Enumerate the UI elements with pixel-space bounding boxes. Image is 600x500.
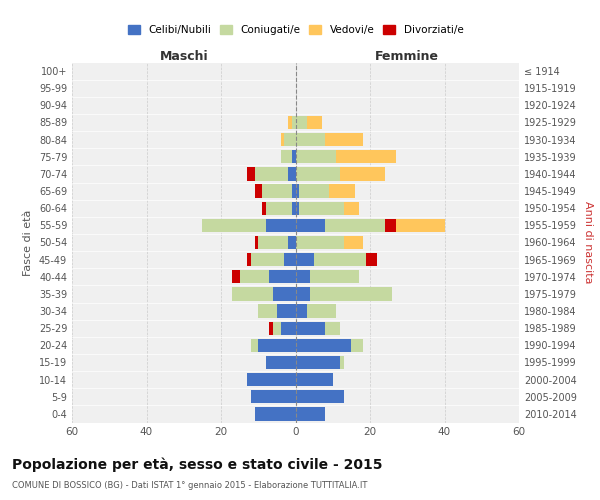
Bar bbox=[254, 236, 258, 249]
Bar bbox=[296, 338, 352, 352]
Bar bbox=[258, 338, 296, 352]
Bar bbox=[296, 133, 325, 146]
Bar bbox=[340, 167, 385, 180]
Bar bbox=[396, 218, 445, 232]
Text: COMUNE DI BOSSICO (BG) - Dati ISTAT 1° gennaio 2015 - Elaborazione TUTTITALIA.IT: COMUNE DI BOSSICO (BG) - Dati ISTAT 1° g… bbox=[12, 481, 367, 490]
Bar bbox=[344, 202, 359, 215]
Bar bbox=[296, 407, 325, 420]
Bar bbox=[202, 218, 266, 232]
Bar bbox=[314, 253, 366, 266]
Bar bbox=[269, 322, 273, 335]
Bar bbox=[269, 270, 296, 283]
Bar bbox=[251, 338, 258, 352]
Bar bbox=[292, 184, 296, 198]
Bar bbox=[307, 116, 322, 129]
Bar bbox=[296, 356, 340, 369]
Bar bbox=[299, 202, 344, 215]
Bar bbox=[307, 304, 337, 318]
Bar bbox=[325, 133, 362, 146]
Bar bbox=[296, 373, 333, 386]
Bar bbox=[251, 253, 284, 266]
Bar bbox=[288, 236, 296, 249]
Bar bbox=[352, 338, 362, 352]
Bar bbox=[288, 167, 296, 180]
Bar bbox=[296, 218, 325, 232]
Bar bbox=[292, 116, 296, 129]
Bar bbox=[232, 270, 239, 283]
Bar bbox=[296, 202, 299, 215]
Bar bbox=[296, 167, 340, 180]
Bar bbox=[337, 150, 396, 164]
Bar bbox=[266, 356, 296, 369]
Y-axis label: Anni di nascita: Anni di nascita bbox=[583, 201, 593, 284]
Bar bbox=[288, 116, 292, 129]
Bar bbox=[247, 373, 296, 386]
Bar bbox=[292, 202, 296, 215]
Bar bbox=[232, 287, 273, 300]
Bar bbox=[340, 356, 344, 369]
Bar bbox=[247, 253, 251, 266]
Bar bbox=[247, 167, 254, 180]
Bar bbox=[258, 304, 277, 318]
Bar bbox=[325, 322, 340, 335]
Bar bbox=[258, 236, 288, 249]
Bar bbox=[296, 390, 344, 404]
Bar bbox=[284, 133, 296, 146]
Bar bbox=[262, 202, 266, 215]
Bar bbox=[254, 167, 288, 180]
Bar bbox=[277, 304, 296, 318]
Bar bbox=[251, 390, 296, 404]
Bar bbox=[310, 287, 392, 300]
Bar bbox=[281, 150, 292, 164]
Bar bbox=[296, 184, 299, 198]
Bar bbox=[296, 253, 314, 266]
Bar bbox=[325, 218, 385, 232]
Bar bbox=[281, 322, 296, 335]
Bar bbox=[254, 407, 296, 420]
Bar bbox=[329, 184, 355, 198]
Bar bbox=[385, 218, 396, 232]
Bar bbox=[266, 202, 292, 215]
Text: Femmine: Femmine bbox=[375, 50, 439, 62]
Bar bbox=[292, 150, 296, 164]
Bar bbox=[281, 133, 284, 146]
Bar bbox=[296, 304, 307, 318]
Bar bbox=[344, 236, 362, 249]
Legend: Celibi/Nubili, Coniugati/e, Vedovi/e, Divorziati/e: Celibi/Nubili, Coniugati/e, Vedovi/e, Di… bbox=[124, 21, 467, 39]
Bar bbox=[310, 270, 359, 283]
Bar bbox=[296, 270, 310, 283]
Bar bbox=[296, 150, 337, 164]
Text: Popolazione per età, sesso e stato civile - 2015: Popolazione per età, sesso e stato civil… bbox=[12, 458, 383, 472]
Bar bbox=[366, 253, 377, 266]
Bar bbox=[266, 218, 296, 232]
Bar bbox=[296, 236, 344, 249]
Bar bbox=[296, 116, 307, 129]
Bar bbox=[273, 287, 296, 300]
Text: Maschi: Maschi bbox=[160, 50, 208, 62]
Bar bbox=[296, 322, 325, 335]
Bar bbox=[284, 253, 296, 266]
Bar bbox=[273, 322, 281, 335]
Bar bbox=[254, 184, 262, 198]
Bar bbox=[239, 270, 269, 283]
Bar bbox=[262, 184, 292, 198]
Bar bbox=[296, 287, 310, 300]
Y-axis label: Fasce di età: Fasce di età bbox=[23, 210, 33, 276]
Bar bbox=[299, 184, 329, 198]
